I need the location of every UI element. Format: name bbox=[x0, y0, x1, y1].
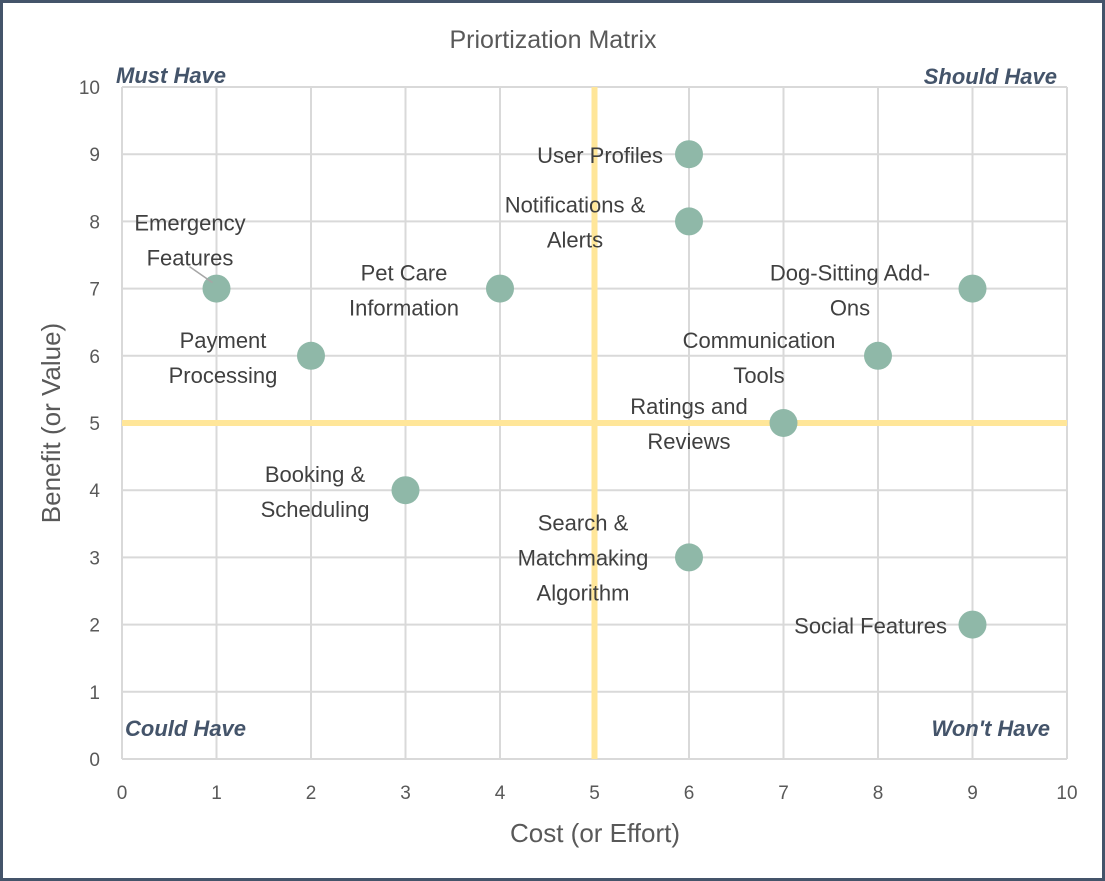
x-tick-label: 6 bbox=[684, 783, 695, 804]
data-label-line: Matchmaking bbox=[518, 545, 649, 570]
y-tick-label: 1 bbox=[89, 683, 100, 704]
data-label: Emergency Features bbox=[134, 211, 245, 271]
chart-title: Priortization Matrix bbox=[450, 26, 657, 54]
data-point bbox=[391, 476, 420, 505]
data-label: Communication Tools bbox=[683, 328, 836, 388]
data-label-line: Booking & bbox=[265, 462, 366, 487]
data-label: Dog-Sitting Add- Ons bbox=[770, 261, 930, 321]
data-label: Payment Processing bbox=[169, 328, 278, 388]
data-label-line: Tools bbox=[733, 363, 784, 388]
data-label-line: Search & bbox=[538, 510, 629, 535]
data-label-line: Algorithm bbox=[537, 580, 630, 605]
data-label: Notifications & Alerts bbox=[505, 192, 646, 252]
data-label: Booking & Scheduling bbox=[261, 462, 370, 522]
y-tick-label: 3 bbox=[89, 548, 100, 569]
data-label-line: Social Features bbox=[794, 614, 947, 639]
data-label-line: Scheduling bbox=[261, 497, 370, 522]
data-label-line: User Profiles bbox=[537, 143, 663, 168]
y-axis-ticks: 0 1 2 3 4 5 6 7 8 9 10 bbox=[79, 78, 101, 771]
data-label-line: Processing bbox=[169, 363, 278, 388]
data-point bbox=[958, 610, 987, 639]
y-tick-label: 6 bbox=[89, 347, 100, 368]
quadrant-dividers bbox=[122, 87, 1067, 759]
data-point bbox=[958, 274, 987, 303]
y-axis-title: Benefit (or Value) bbox=[36, 323, 66, 523]
data-points bbox=[202, 140, 987, 639]
x-tick-label: 5 bbox=[589, 783, 600, 804]
data-labels: User Profiles Notifications & Alerts Emerge… bbox=[134, 143, 947, 638]
data-label-line: Payment bbox=[180, 328, 267, 353]
quadrant-label-should-have: Should Have bbox=[924, 64, 1057, 89]
data-point bbox=[675, 543, 703, 572]
data-label-line: Dog-Sitting Add- bbox=[770, 261, 930, 286]
data-label-line: Ratings and bbox=[630, 394, 747, 419]
x-tick-label: 1 bbox=[211, 783, 222, 804]
data-label-line: Pet Care bbox=[361, 261, 448, 286]
data-label-line: Ons bbox=[830, 296, 870, 321]
y-tick-label: 7 bbox=[89, 280, 100, 301]
data-label-line: Information bbox=[349, 296, 459, 321]
x-tick-label: 3 bbox=[400, 783, 411, 804]
data-point bbox=[675, 140, 703, 169]
data-label-line: Notifications & bbox=[505, 192, 646, 217]
y-tick-label: 8 bbox=[89, 212, 100, 233]
data-point bbox=[202, 274, 231, 303]
quadrant-label-wont-have: Won't Have bbox=[931, 716, 1050, 741]
quadrant-label-could-have: Could Have bbox=[125, 716, 246, 741]
data-point bbox=[675, 207, 703, 236]
x-tick-label: 10 bbox=[1056, 783, 1077, 804]
x-tick-label: 4 bbox=[495, 783, 506, 804]
y-tick-label: 10 bbox=[79, 78, 100, 99]
data-label-line: Communication bbox=[683, 328, 836, 353]
data-label: Ratings and Reviews bbox=[630, 394, 747, 454]
data-label-line: Reviews bbox=[647, 429, 730, 454]
quadrant-label-must-have: Must Have bbox=[116, 63, 226, 88]
x-tick-label: 8 bbox=[873, 783, 884, 804]
data-point bbox=[864, 341, 892, 370]
y-tick-label: 2 bbox=[89, 616, 100, 637]
data-label: Search & Matchmaking Algorithm bbox=[518, 510, 649, 605]
x-tick-label: 2 bbox=[306, 783, 317, 804]
x-tick-label: 7 bbox=[778, 783, 789, 804]
data-point bbox=[486, 274, 514, 303]
x-tick-label: 0 bbox=[117, 783, 128, 804]
data-label-line: Alerts bbox=[547, 227, 603, 252]
x-axis-ticks: 0 1 2 3 4 5 6 7 8 9 10 bbox=[117, 783, 1078, 804]
y-tick-label: 0 bbox=[89, 750, 100, 771]
x-axis-title: Cost (or Effort) bbox=[510, 818, 680, 848]
y-tick-label: 5 bbox=[89, 414, 100, 435]
data-label-line: Emergency bbox=[134, 211, 245, 236]
data-label: Social Features bbox=[794, 614, 947, 639]
y-tick-label: 9 bbox=[89, 145, 100, 166]
x-tick-label: 9 bbox=[967, 783, 978, 804]
data-label: User Profiles bbox=[537, 143, 663, 168]
leader-line bbox=[189, 265, 213, 284]
y-tick-label: 4 bbox=[89, 481, 100, 502]
data-label-line: Features bbox=[147, 246, 234, 271]
data-point bbox=[297, 341, 325, 370]
data-point bbox=[769, 409, 798, 437]
data-label: Pet Care Information bbox=[349, 261, 459, 321]
